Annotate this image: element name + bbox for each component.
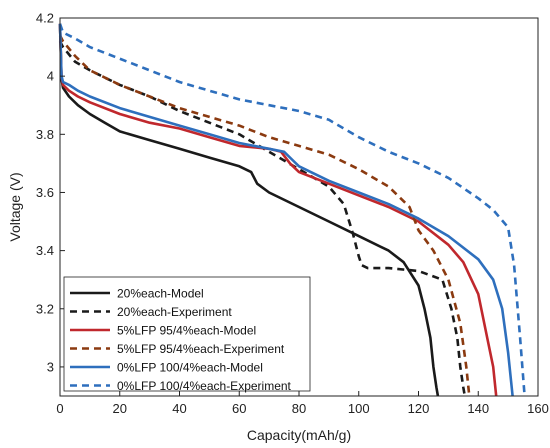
x-tick-label: 160 (527, 401, 549, 416)
y-tick-label: 3.8 (36, 127, 54, 142)
series-layer (58, 23, 526, 397)
legend-entry: 5%LFP 95/4%each-Model (117, 323, 256, 337)
y-tick-label: 3 (47, 359, 54, 374)
series-line-4 (58, 34, 471, 397)
y-tick-label: 3.2 (36, 301, 54, 316)
x-tick-label: 20 (113, 401, 127, 416)
legend-entry: 20%each-Model (117, 286, 204, 300)
x-axis-label: Capacity(mAh/g) (247, 427, 351, 443)
x-tick-label: 40 (172, 401, 186, 416)
y-tick-label: 3.6 (36, 185, 54, 200)
y-axis-label: Voltage (V) (7, 172, 23, 241)
legend-entry: 20%each-Experiment (117, 305, 232, 319)
series-line-1 (58, 23, 440, 397)
series-line-2 (58, 40, 467, 397)
ticks-layer: 0 20 40 60 80 100 120 140 160 3 3.2 3.4 3.6 3.8 4 4.2 (36, 11, 549, 417)
x-tick-label: 60 (232, 401, 246, 416)
x-tick-label: 0 (56, 401, 63, 416)
legend-entry: 0%LFP 100/4%each-Model (117, 360, 263, 374)
series-line-5 (58, 23, 514, 397)
x-tick-label: 80 (292, 401, 306, 416)
legend-box (63, 276, 311, 392)
y-tick-label: 3.4 (36, 243, 54, 258)
x-tick-label: 120 (408, 401, 430, 416)
x-tick-label: 100 (348, 401, 370, 416)
y-tick-label: 4 (47, 69, 54, 84)
y-tick-label: 4.2 (36, 11, 54, 26)
x-tick-label: 140 (467, 401, 489, 416)
legend-entry: 5%LFP 95/4%each-Experiment (117, 342, 285, 356)
legend-entry: 0%LFP 100/4%each-Experiment (117, 379, 292, 393)
legend: 20%each-Model 20%each-Experiment 5%LFP 95/… (63, 276, 311, 393)
